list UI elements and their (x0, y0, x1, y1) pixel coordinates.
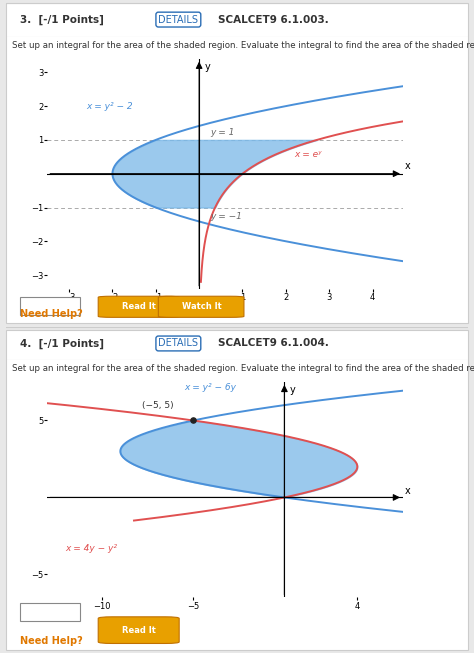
FancyBboxPatch shape (19, 297, 80, 315)
Text: x = 4y − y²: x = 4y − y² (65, 545, 118, 553)
FancyBboxPatch shape (19, 603, 80, 621)
Point (190, 415, 197, 426)
Text: y = −1: y = −1 (210, 212, 242, 221)
Text: x: x (405, 161, 411, 170)
Text: SCALCET9 6.1.003.: SCALCET9 6.1.003. (219, 14, 329, 25)
Text: y: y (204, 62, 210, 72)
Text: x: x (405, 486, 410, 496)
Text: SCALCET9 6.1.004.: SCALCET9 6.1.004. (219, 338, 329, 349)
Text: 3.  [-/1 Points]: 3. [-/1 Points] (19, 14, 103, 25)
Text: x = y² − 6y: x = y² − 6y (184, 383, 236, 392)
Text: 4.  [-/1 Points]: 4. [-/1 Points] (19, 338, 103, 349)
Text: Watch It: Watch It (182, 302, 221, 311)
Text: Need Help?: Need Help? (19, 309, 82, 319)
FancyBboxPatch shape (98, 617, 179, 643)
Text: x = y² − 2: x = y² − 2 (86, 103, 133, 112)
Text: Set up an integral for the area of the shaded region. Evaluate the integral to f: Set up an integral for the area of the s… (12, 364, 474, 374)
FancyBboxPatch shape (158, 296, 244, 317)
Text: y: y (290, 385, 296, 395)
Text: Set up an integral for the area of the shaded region. Evaluate the integral to f: Set up an integral for the area of the s… (12, 40, 474, 50)
Text: x = eʸ: x = eʸ (294, 150, 322, 159)
Text: Read It: Read It (121, 626, 155, 635)
Text: DETAILS: DETAILS (158, 14, 198, 25)
Text: DETAILS: DETAILS (158, 338, 198, 349)
Text: y = 1: y = 1 (210, 128, 234, 137)
Text: (−5, 5): (−5, 5) (142, 401, 174, 410)
Text: Need Help?: Need Help? (19, 635, 82, 646)
FancyBboxPatch shape (98, 296, 179, 317)
Text: Read It: Read It (121, 302, 155, 311)
